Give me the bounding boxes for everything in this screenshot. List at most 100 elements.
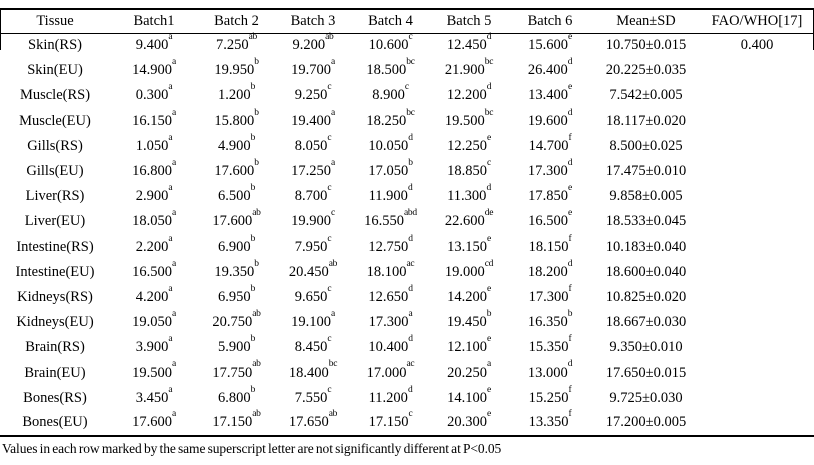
value-text: 18.500 xyxy=(366,62,407,79)
cell-batch-value: 20.450ab xyxy=(275,259,351,285)
significance-superscript: b xyxy=(250,233,256,244)
table-row: Kidneys(RS) 4.200a 6.950b 9.650c 12.650d 14.2… xyxy=(0,283,814,310)
cell-batch-value: 18.500bc xyxy=(351,57,430,83)
value-text: 10.050 xyxy=(368,137,409,154)
significance-superscript: b xyxy=(254,57,259,68)
significance-superscript: a xyxy=(330,57,335,68)
value-text: 15.250 xyxy=(528,389,569,406)
value-text: 15.800 xyxy=(214,112,255,129)
value-text: 20.450 xyxy=(288,263,329,280)
significance-superscript: d xyxy=(567,57,573,68)
cell-batch-value: 17.650ab xyxy=(275,410,351,436)
cell-mean-sd: 9.858±0.005 xyxy=(609,188,683,205)
table-row: Intestine(EU) 16.500a 19.350b 20.450ab 18.10… xyxy=(0,258,814,285)
cell-tissue: Liver(EU) xyxy=(24,213,86,230)
value-text: 18.200 xyxy=(527,263,568,280)
table-row: Bones(RS) 3.450a 6.800b 7.550c 11.200d 14.100… xyxy=(0,384,814,411)
significance-superscript: cd xyxy=(484,258,494,269)
significance-footnote: Values in each row marked by the same su… xyxy=(2,441,502,456)
significance-superscript: ab xyxy=(252,409,261,420)
table-row: Muscle(EU) 16.150a 15.800b 19.400a 18.250bc 1… xyxy=(0,107,814,134)
value-text: 19.600 xyxy=(527,112,568,129)
significance-superscript: a xyxy=(171,107,176,118)
column-header: Batch1 xyxy=(133,12,175,29)
value-text: 2.200 xyxy=(135,238,169,255)
value-text: 18.250 xyxy=(366,112,407,129)
significance-superscript: b xyxy=(250,334,256,345)
value-text: 14.200 xyxy=(447,288,487,305)
table-row: Gills(EU) 16.800a 17.600b 17.250a 17.050b 18.… xyxy=(0,157,814,184)
cell-fao-who-limit xyxy=(700,360,814,385)
significance-superscript: d xyxy=(486,183,491,194)
value-text: 17.000 xyxy=(366,364,407,381)
value-text: 17.150 xyxy=(368,414,409,431)
significance-superscript: b xyxy=(254,258,259,269)
column-header: Batch 5 xyxy=(446,12,492,29)
cell-tissue: Gills(RS) xyxy=(27,137,83,154)
value-text: 8.700 xyxy=(294,188,328,205)
cell-tissue: Kidneys(EU) xyxy=(16,314,94,331)
cell-mean-sd: 18.667±0.030 xyxy=(605,314,687,331)
significance-superscript: f xyxy=(568,334,572,345)
significance-superscript: ab xyxy=(252,309,261,320)
cell-batch-value: 16.150a xyxy=(110,107,198,134)
cell-batch-value: 16.500e xyxy=(508,209,592,234)
cell-batch-value: 9.200ab xyxy=(275,33,351,58)
cell-batch-value: 18.050a xyxy=(110,209,198,234)
significance-superscript: b xyxy=(254,157,259,168)
cell-batch-value: 10.600c xyxy=(351,33,430,58)
cell-batch-value: 12.750d xyxy=(351,234,430,260)
value-text: 19.450 xyxy=(446,314,487,331)
cell-batch-value: 11.900d xyxy=(351,183,430,209)
significance-superscript: a xyxy=(171,309,176,320)
value-text: 1.050 xyxy=(135,137,169,154)
significance-superscript: e xyxy=(486,384,491,395)
column-header: Tissue xyxy=(36,12,74,29)
table-left-border-segment xyxy=(0,8,1,50)
value-text: 2.900 xyxy=(135,188,169,205)
significance-superscript: e xyxy=(567,82,572,93)
value-text: 6.800 xyxy=(217,389,251,406)
cell-batch-value: 16.550abd xyxy=(351,209,430,234)
significance-superscript: e xyxy=(486,409,491,420)
table-row: Brain(EU) 19.500a 17.750ab 18.400bc 17.000ac… xyxy=(0,360,814,385)
significance-superscript: c xyxy=(327,82,332,93)
significance-superscript: c xyxy=(327,283,332,294)
value-text: 5.900 xyxy=(217,339,251,356)
cell-batch-value: 14.700f xyxy=(508,133,592,159)
significance-superscript: d xyxy=(408,132,413,143)
significance-superscript: e xyxy=(486,132,491,143)
tissue-concentration-table: Tissue Batch1 Batch 2 Batch 3 Batch 4 Batch 5… xyxy=(0,8,814,437)
cell-batch-value: 2.900a xyxy=(110,183,198,209)
cell-batch-value: 10.050d xyxy=(351,132,430,159)
cell-tissue: Skin(EU) xyxy=(27,62,83,79)
cell-batch-value: 17.000ac xyxy=(351,360,430,385)
cell-batch-value: 17.150c xyxy=(351,410,430,436)
significance-superscript: c xyxy=(327,384,332,395)
cell-batch-value: 19.500bc xyxy=(430,107,508,134)
significance-superscript: de xyxy=(484,208,494,219)
cell-batch-value: 18.200d xyxy=(508,259,592,285)
value-text: 19.350 xyxy=(214,263,255,280)
cell-batch-value: 16.800a xyxy=(110,158,198,184)
significance-superscript: d xyxy=(408,334,413,345)
value-text: 12.750 xyxy=(368,238,409,255)
significance-superscript: b xyxy=(567,309,573,320)
significance-superscript: d xyxy=(408,283,413,294)
cell-batch-value: 17.600a xyxy=(110,410,198,436)
cell-batch-value: 5.900b xyxy=(198,335,275,360)
column-header: Batch 4 xyxy=(368,12,413,29)
significance-superscript: ac xyxy=(406,258,415,269)
significance-superscript: bc xyxy=(484,107,494,118)
cell-batch-value: 12.200d xyxy=(430,83,508,108)
cell-batch-value: 17.600b xyxy=(198,157,275,184)
value-text: 17.600 xyxy=(132,414,172,431)
table-row: Skin(EU) 14.900a 19.950b 19.700a 18.500bc 21.… xyxy=(0,57,814,83)
value-text: 17.250 xyxy=(291,163,331,180)
cell-fao-who-limit xyxy=(700,310,814,335)
value-text: 7.550 xyxy=(294,389,328,406)
value-text: 12.100 xyxy=(447,339,487,356)
cell-batch-value: 3.900a xyxy=(110,335,198,360)
value-text: 16.550 xyxy=(364,213,405,230)
